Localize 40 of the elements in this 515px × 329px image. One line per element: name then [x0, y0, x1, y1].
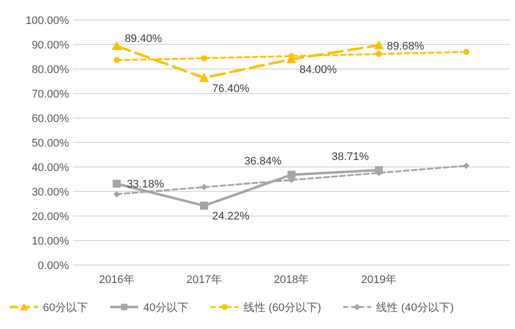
y-tick-label: 100.00% [26, 15, 70, 27]
point [288, 170, 296, 179]
point [114, 190, 120, 198]
data-label: 89.40% [124, 32, 162, 45]
x-tick-label: 2018年 [274, 274, 310, 286]
y-tick-label: 40.00% [32, 162, 70, 174]
data-label: 33.18% [126, 178, 164, 191]
point [112, 180, 121, 188]
x-tick-label: 2017年 [186, 274, 222, 286]
point [463, 162, 470, 169]
x-tick-label: 2019年 [361, 274, 397, 286]
legend-label: 线性 (60分以下) [244, 301, 322, 314]
data-label: 24.22% [212, 210, 250, 223]
point [376, 51, 382, 58]
data-label: 76.40% [212, 82, 250, 95]
point [200, 184, 208, 190]
y-tick-label: 60.00% [32, 113, 70, 125]
x-tick-label: 2016年 [98, 274, 134, 286]
point [374, 40, 384, 50]
point [463, 48, 470, 55]
data-label: 84.00% [300, 64, 338, 76]
y-tick-label: 70.00% [32, 88, 70, 100]
y-tick-label: 10.00% [32, 236, 70, 248]
data-label: 89.68% [386, 40, 424, 52]
point [112, 40, 122, 50]
legend-label: 60分以下 [43, 301, 88, 314]
point [201, 55, 208, 62]
point [114, 57, 120, 64]
data-label: 38.71% [332, 151, 370, 164]
point [199, 72, 210, 82]
y-tick-label: 50.00% [32, 138, 70, 150]
data-label: 36.84% [244, 156, 282, 168]
y-tick-label: 20.00% [32, 211, 70, 223]
y-tick-label: 30.00% [32, 186, 70, 198]
point [200, 202, 208, 210]
y-tick-label: 0.00% [38, 260, 70, 272]
y-tick-label: 90.00% [32, 40, 70, 52]
y-tick-label: 80.00% [32, 64, 70, 76]
legend-label: 40分以下 [143, 301, 188, 314]
legend-label: 线性 (40分以下) [376, 301, 454, 314]
